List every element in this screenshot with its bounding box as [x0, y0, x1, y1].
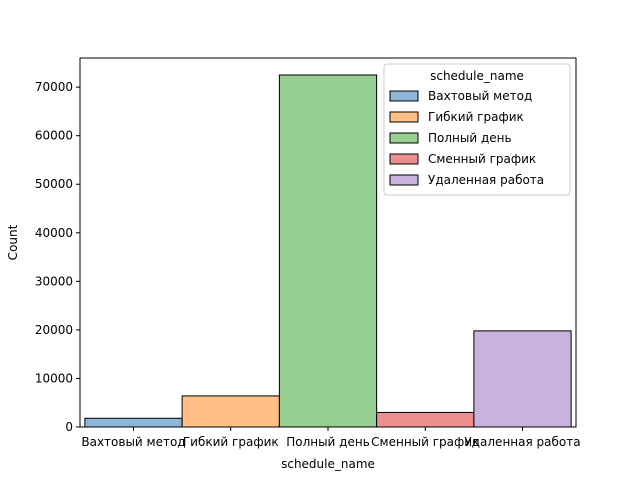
y-tick-label-5: 50000: [35, 177, 73, 191]
y-tick-label-1: 10000: [35, 371, 73, 385]
y-tick-label-0: 0: [65, 420, 73, 434]
y-tick-label-6: 60000: [35, 129, 73, 143]
y-axis: 0 10000 20000 30000 40000 50000 60000 70000: [35, 80, 80, 434]
legend-title: schedule_name: [430, 69, 524, 83]
x-axis-label: schedule_name: [281, 457, 375, 471]
x-tick-label-1: Гибкий график: [183, 435, 279, 449]
legend-label-2: Полный день: [428, 131, 512, 145]
y-tick-label-3: 30000: [35, 274, 73, 288]
x-tick-label-2: Полный день: [286, 435, 370, 449]
bar-4: [473, 330, 572, 428]
legend-swatch-1: [389, 111, 419, 123]
bar-0: [84, 417, 183, 428]
legend-label-1: Гибкий график: [428, 110, 524, 124]
legend-box: [383, 63, 571, 196]
legend-swatch-3: [389, 153, 419, 165]
x-tick-label-4: Удаленная работа: [464, 435, 580, 449]
bar-3: [376, 411, 475, 428]
y-tick-label-2: 20000: [35, 323, 73, 337]
y-tick-label-4: 40000: [35, 226, 73, 240]
legend: schedule_name Вахтовый метод Гибкий графи…: [383, 63, 571, 196]
legend-swatch-4: [389, 174, 419, 186]
plot-frame: [79, 57, 577, 428]
x-tick-label-3: Сменный график: [371, 435, 479, 449]
bar-1: [181, 395, 280, 428]
y-tick-label-7: 70000: [35, 80, 73, 94]
bar-2: [278, 74, 378, 428]
legend-label-3: Сменный график: [428, 152, 536, 166]
x-tick-label-0: Вахтовый метод: [81, 435, 185, 449]
legend-label-4: Удаленная работа: [428, 173, 544, 187]
legend-label-0: Вахтовый метод: [428, 89, 532, 103]
legend-swatch-0: [389, 90, 419, 102]
bars-group: [84, 74, 572, 428]
legend-swatch-2: [389, 132, 419, 144]
y-axis-label: Count: [6, 224, 20, 260]
